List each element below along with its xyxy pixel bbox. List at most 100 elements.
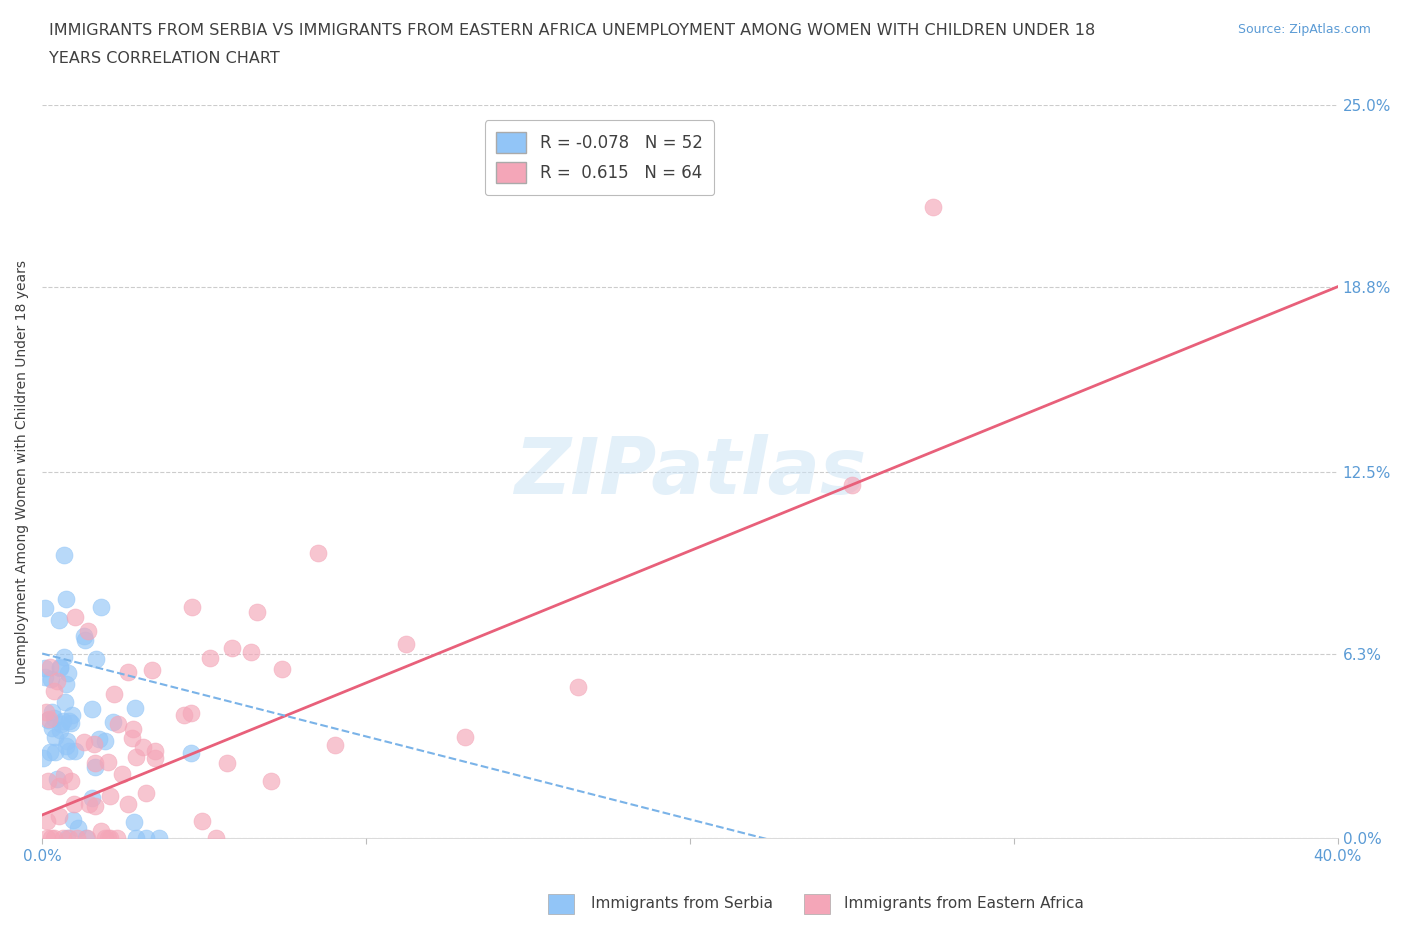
Point bbox=[307, 546, 329, 561]
Point bbox=[76, 624, 98, 639]
Point bbox=[53, 695, 76, 710]
Point bbox=[124, 701, 146, 716]
Point bbox=[39, 672, 62, 687]
Point bbox=[37, 712, 59, 727]
Point bbox=[143, 744, 166, 759]
Point bbox=[52, 650, 75, 665]
Point bbox=[46, 673, 69, 688]
Point bbox=[84, 798, 107, 813]
Point bbox=[63, 609, 86, 624]
Point bbox=[58, 713, 80, 728]
Text: ZIPatlas: ZIPatlas bbox=[513, 433, 866, 510]
Point bbox=[60, 708, 83, 723]
Point bbox=[65, 744, 87, 759]
Point bbox=[52, 548, 75, 563]
Point bbox=[84, 755, 107, 770]
Point bbox=[55, 676, 77, 691]
Point bbox=[83, 737, 105, 751]
Point bbox=[117, 797, 139, 812]
Point bbox=[97, 754, 120, 769]
Point bbox=[80, 702, 103, 717]
Point bbox=[48, 809, 70, 824]
Point bbox=[39, 659, 62, 674]
Point bbox=[135, 831, 157, 846]
Point bbox=[122, 721, 145, 736]
Point bbox=[239, 644, 262, 659]
Point bbox=[56, 831, 79, 846]
Text: IMMIGRANTS FROM SERBIA VS IMMIGRANTS FROM EASTERN AFRICA UNEMPLOYMENT AMONG WOME: IMMIGRANTS FROM SERBIA VS IMMIGRANTS FRO… bbox=[49, 23, 1095, 38]
Point bbox=[73, 735, 96, 750]
Point bbox=[101, 715, 124, 730]
Point bbox=[35, 831, 58, 846]
Point bbox=[58, 666, 80, 681]
Point bbox=[66, 831, 89, 846]
Point bbox=[39, 744, 62, 759]
Point bbox=[59, 774, 82, 789]
Point bbox=[103, 687, 125, 702]
Point bbox=[124, 831, 146, 846]
Point bbox=[107, 831, 129, 846]
Point bbox=[221, 641, 243, 656]
Point bbox=[84, 652, 107, 667]
Point bbox=[44, 831, 66, 846]
Point bbox=[58, 831, 80, 846]
Point bbox=[191, 814, 214, 829]
Point bbox=[49, 660, 72, 675]
Point bbox=[122, 815, 145, 830]
Point bbox=[135, 786, 157, 801]
Point bbox=[76, 831, 98, 846]
Point bbox=[52, 831, 75, 846]
Point bbox=[922, 200, 945, 215]
Point bbox=[180, 746, 202, 761]
Point bbox=[66, 820, 89, 835]
Point bbox=[110, 766, 132, 781]
Point bbox=[38, 712, 60, 727]
Point bbox=[41, 720, 63, 735]
Y-axis label: Unemployment Among Women with Children Under 18 years: Unemployment Among Women with Children U… bbox=[15, 259, 30, 684]
Text: Immigrants from Eastern Africa: Immigrants from Eastern Africa bbox=[844, 897, 1084, 911]
Point bbox=[55, 738, 77, 753]
Point bbox=[90, 599, 112, 614]
Point bbox=[77, 797, 100, 812]
Text: Immigrants from Serbia: Immigrants from Serbia bbox=[591, 897, 772, 911]
Point bbox=[141, 663, 163, 678]
Point bbox=[94, 734, 117, 749]
Point bbox=[37, 773, 59, 788]
Point bbox=[35, 705, 58, 720]
Point bbox=[48, 778, 70, 793]
Point bbox=[143, 751, 166, 765]
Point bbox=[82, 790, 104, 805]
Point bbox=[395, 636, 418, 651]
Point bbox=[97, 831, 120, 846]
Point bbox=[34, 600, 56, 615]
Point bbox=[198, 651, 221, 666]
Point bbox=[49, 716, 72, 731]
Point bbox=[75, 632, 97, 647]
Point bbox=[125, 750, 148, 764]
Point bbox=[841, 478, 863, 493]
Point bbox=[44, 729, 66, 744]
Point bbox=[567, 680, 589, 695]
Point bbox=[98, 831, 121, 846]
Point bbox=[58, 744, 80, 759]
Point bbox=[454, 729, 477, 744]
Point bbox=[107, 717, 129, 732]
Point bbox=[39, 831, 62, 846]
Point bbox=[34, 660, 56, 675]
Point bbox=[49, 659, 72, 674]
Point bbox=[215, 756, 238, 771]
Point bbox=[52, 713, 75, 728]
Point bbox=[44, 711, 66, 725]
Point bbox=[117, 665, 139, 680]
Point bbox=[271, 662, 294, 677]
Point bbox=[32, 751, 55, 765]
Point bbox=[260, 773, 283, 788]
Point bbox=[98, 788, 121, 803]
Text: YEARS CORRELATION CHART: YEARS CORRELATION CHART bbox=[49, 51, 280, 66]
Point bbox=[323, 737, 346, 752]
Point bbox=[62, 813, 84, 828]
Point bbox=[83, 760, 105, 775]
Point bbox=[59, 715, 82, 730]
Point bbox=[181, 599, 204, 614]
Point bbox=[73, 629, 96, 644]
